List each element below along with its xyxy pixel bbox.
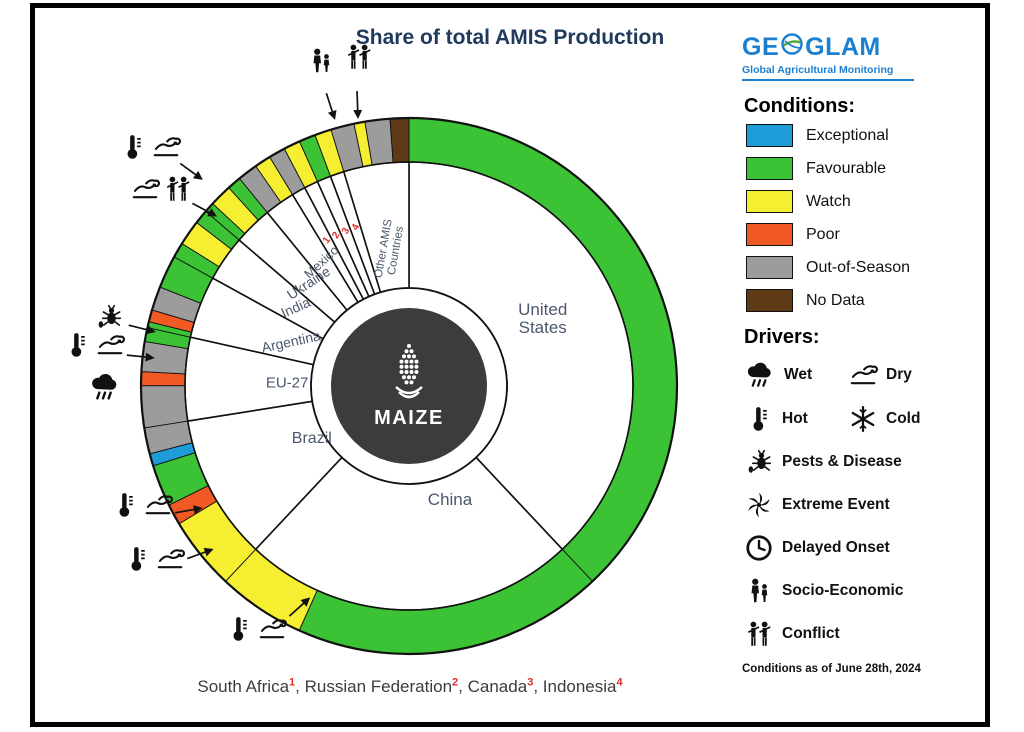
globe-icon — [781, 33, 803, 55]
geoglam-logo: GE GLAM Global Agricultural Monitoring — [742, 32, 974, 81]
segment-label: 1 — [321, 235, 333, 246]
logo-wordmark: GE GLAM — [742, 32, 974, 63]
footnote-number: 2 — [452, 676, 459, 688]
drivers-heading: Drivers: — [744, 326, 820, 348]
legend-item-favourable: Favourable — [746, 157, 974, 180]
footnote-country: Russian Federation2 — [304, 676, 459, 696]
delayed-onset-icon — [746, 535, 772, 561]
conditions-legend: Exceptional Favourable Watch Poor Out-of-Sea… — [742, 124, 974, 312]
cold-icon — [851, 406, 875, 432]
conflict-icon — [747, 621, 771, 646]
legend-swatch-poor — [746, 223, 793, 246]
driver-item-wet: Wet — [744, 359, 848, 391]
segment-label: China — [428, 490, 473, 509]
globe-icon — [780, 32, 804, 63]
segment-label: Brazil — [292, 430, 332, 447]
legend-swatch-favourable — [746, 157, 793, 180]
footnote-country: Canada3 — [467, 676, 534, 696]
legend-label: Watch — [806, 192, 851, 210]
legend-item-no_data: No Data — [746, 289, 974, 312]
driver-label: Dry — [886, 366, 912, 383]
maize-icon: MAIZE — [374, 344, 444, 429]
socio-economic-icon — [751, 578, 768, 603]
driver-label: Cold — [886, 410, 921, 427]
wet-icon — [747, 362, 771, 387]
condition-arc-out_of_season — [140, 385, 189, 429]
legend-label: Out-of-Season — [806, 258, 911, 276]
legend-label: Exceptional — [806, 126, 889, 144]
conditions-date: Conditions as of June 28th, 2024 — [742, 663, 921, 675]
driver-label: Wet — [784, 366, 813, 383]
footnote-number: 1 — [289, 676, 296, 688]
driver-item-extreme-event: Extreme Event — [744, 490, 974, 520]
footnote-number: 4 — [616, 676, 623, 688]
logo-text-left: GE — [742, 33, 780, 61]
legend-item-out_of_season: Out-of-Season — [746, 256, 974, 279]
footnote-number: 3 — [527, 676, 534, 688]
condition-arc-no_data — [389, 117, 410, 164]
legend-swatch-exceptional — [746, 124, 793, 147]
driver-item-dry: Dry — [848, 360, 974, 390]
segment-label: 2 — [330, 230, 342, 241]
legend-label: Favourable — [806, 159, 887, 177]
driver-item-delayed-onset: Delayed Onset — [744, 533, 974, 563]
legend-panel: GE GLAM Global Agricultural Monitoring C… — [742, 32, 974, 675]
segment-label: United States — [518, 300, 567, 337]
driver-label: Delayed Onset — [782, 539, 890, 556]
driver-item-conflict: Conflict — [744, 619, 974, 649]
outer-ring-border — [139, 116, 679, 656]
legend-item-poor: Poor — [746, 223, 974, 246]
extreme-event-icon — [748, 492, 770, 518]
ring-divider — [184, 161, 634, 611]
legend-item-watch: Watch — [746, 190, 974, 213]
conditions-heading: Conditions: — [744, 95, 856, 117]
driver-label: Conflict — [782, 625, 840, 642]
segment-label: 4 — [350, 222, 363, 232]
segment-label: EU-27 — [266, 374, 309, 391]
driver-label: Hot — [782, 410, 808, 427]
driver-item-socio-economic: Socio-Economic — [744, 576, 974, 606]
center-disc — [331, 308, 487, 464]
footnote-country: Indonesia4 — [542, 676, 623, 696]
driver-item-hot: Hot — [744, 404, 848, 434]
maize-label: MAIZE — [374, 407, 444, 429]
driver-item-pests: Pests & Disease — [744, 447, 974, 477]
logo-text-right: GLAM — [805, 33, 881, 61]
chart-title: Share of total AMIS Production — [355, 26, 665, 49]
footnote-country: South Africa1 — [197, 676, 296, 696]
legend-item-exceptional: Exceptional — [746, 124, 974, 147]
drivers-legend: Wet Dry Hot Cold Pests & Disease Extreme Even… — [744, 359, 974, 649]
driver-label: Extreme Event — [782, 496, 890, 513]
driver-label: Pests & Disease — [782, 453, 902, 470]
footnote: South Africa1, Russian Federation2, Cana… — [197, 676, 623, 696]
legend-swatch-watch — [746, 190, 793, 213]
legend-swatch-no_data — [746, 289, 793, 312]
segment-label: 3 — [340, 226, 353, 237]
driver-label: Socio-Economic — [782, 582, 904, 599]
legend-swatch-out_of_season — [746, 256, 793, 279]
dry-icon — [850, 365, 878, 385]
legend-label: Poor — [806, 225, 840, 243]
pests-icon — [748, 449, 772, 473]
driver-item-cold: Cold — [848, 404, 974, 434]
hot-icon — [753, 407, 767, 431]
legend-label: No Data — [806, 291, 865, 309]
logo-subtitle: Global Agricultural Monitoring — [742, 64, 914, 81]
